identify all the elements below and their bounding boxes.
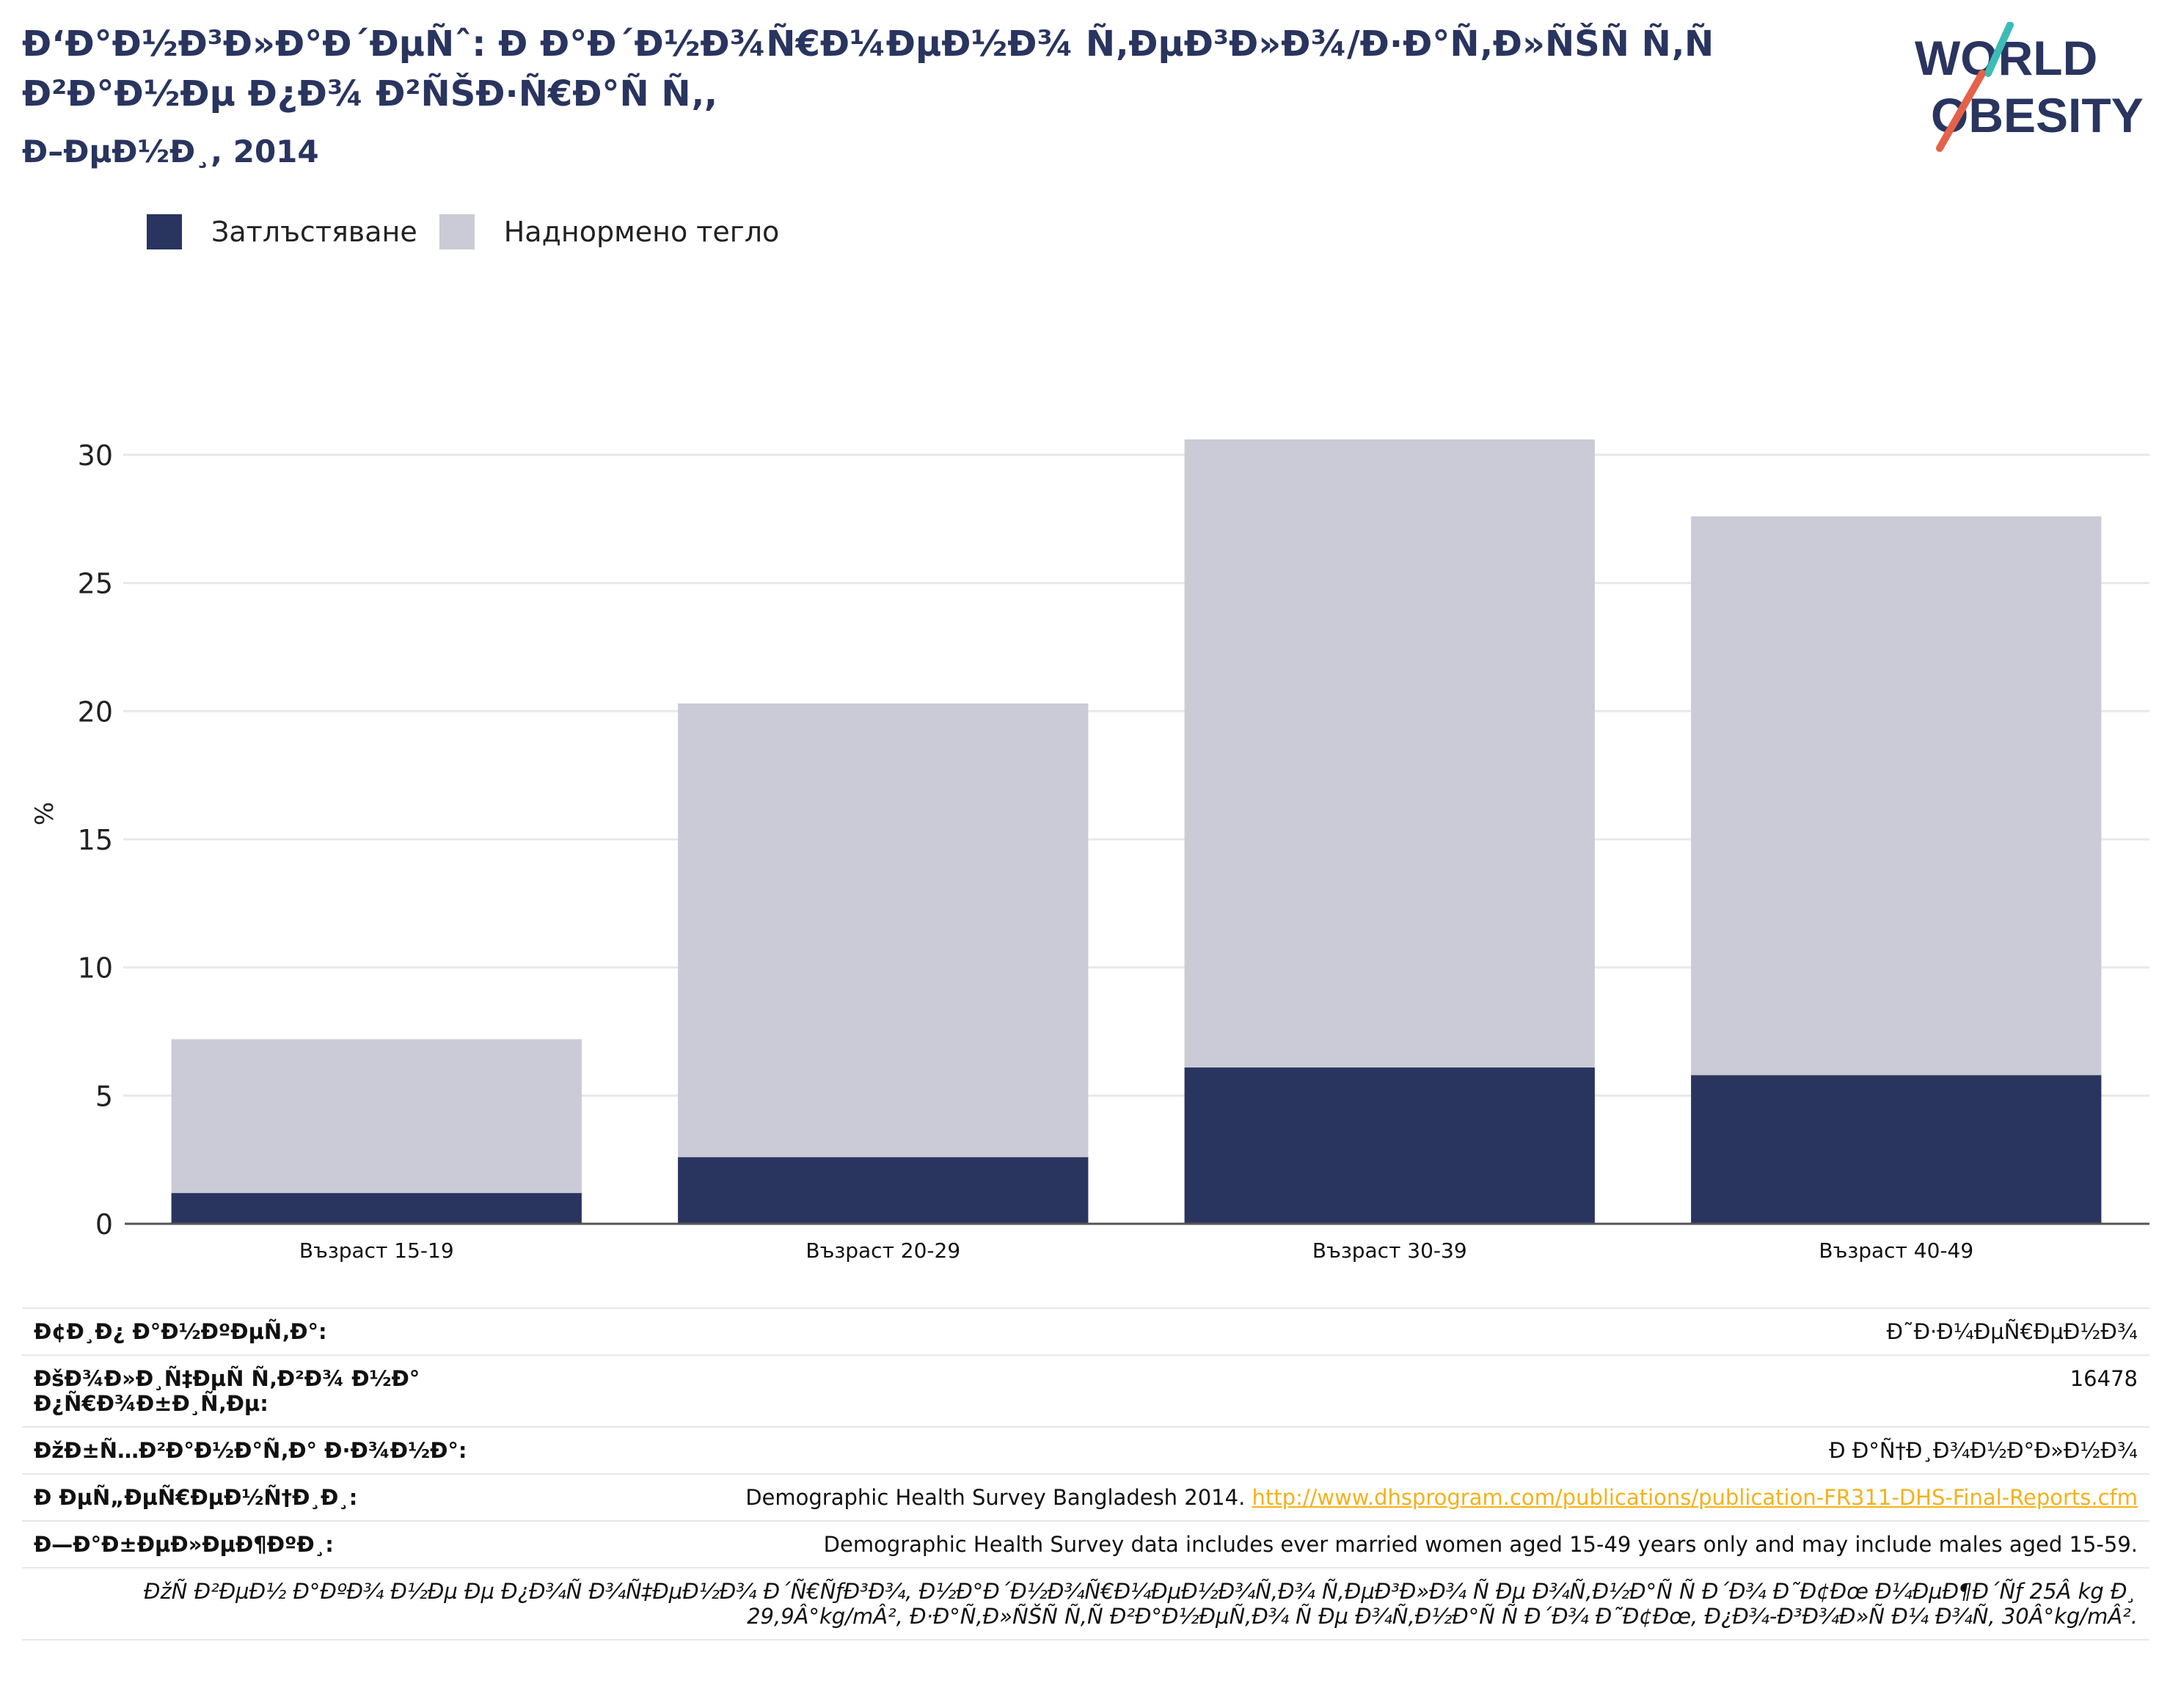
- bar-overweight: [1691, 516, 2102, 1076]
- logo-red-stroke: [1936, 70, 1986, 152]
- y-tick-label: 30: [78, 439, 113, 472]
- info-key: ÐžÐ±Ñ…Ð²Ð°Ð½Ð°Ñ‚Ð° Ð·Ð¾Ð½Ð°:: [22, 1426, 486, 1475]
- bar-overweight: [1184, 439, 1595, 1068]
- info-row: Ð ÐµÑ„ÐµÑ€ÐµÐ½Ñ†Ð¸Ð¸: Demographic Health…: [22, 1473, 2149, 1522]
- y-tick-label: 0: [95, 1208, 113, 1241]
- info-row: Ð—Ð°Ð±ÐµÐ»ÐµÐ¶ÐºÐ¸: Demographic Health S…: [22, 1520, 2149, 1569]
- legend-label-overweight: Наднормено тегло: [503, 216, 780, 248]
- legend-swatch-overweight: [439, 214, 475, 249]
- survey-info-table: Ð¢Ð¸Ð¿ Ð°Ð½ÐºÐµÑ‚Ð°: Ð˜Ð·Ð¼ÐµÑ€ÐµÐ½Ð¾ Ðš…: [22, 1307, 2149, 1641]
- y-tick-label: 5: [95, 1080, 113, 1112]
- bar-overweight: [678, 703, 1089, 1158]
- reference-link[interactable]: http://www.dhsprogram.com/publications/p…: [1252, 1485, 2138, 1510]
- info-row: Ð¢Ð¸Ð¿ Ð°Ð½ÐºÐµÑ‚Ð°: Ð˜Ð·Ð¼ÐµÑ€ÐµÐ½Ð¾: [22, 1307, 2149, 1356]
- x-tick-label: Възраст 40-49: [1819, 1238, 1973, 1263]
- y-axis-label: %: [30, 802, 59, 825]
- info-row: ÐžÐ±Ñ…Ð²Ð°Ð½Ð°Ñ‚Ð° Ð·Ð¾Ð½Ð°: Ð Ð°Ñ†Ð¸Ð¾Ð…: [22, 1426, 2149, 1475]
- y-tick-label: 10: [78, 952, 113, 985]
- info-row-footnote: ÐžÑ Ð²ÐµÐ½ Ð°ÐºÐ¾ Ð½Ðµ Ðµ Ð¿Ð¾Ñ Ð¾Ñ‡ÐµÐ½…: [22, 1567, 2149, 1641]
- legend-label-obesity: Затлъстяване: [211, 216, 417, 248]
- bar-obesity: [1184, 1067, 1595, 1224]
- bar-obesity: [1691, 1075, 2102, 1224]
- info-value: Ð Ð°Ñ†Ð¸Ð¾Ð½Ð°Ð»Ð½Ð¾: [486, 1426, 2149, 1475]
- info-key: ÐšÐ¾Ð»Ð¸Ñ‡ÐµÑ Ñ‚Ð²Ð¾ Ð½Ð° Ð¿Ñ€Ð¾Ð±Ð¸Ñ‚Ðµ…: [22, 1354, 486, 1428]
- info-value: Ð˜Ð·Ð¼ÐµÑ€ÐµÐ½Ð¾: [486, 1307, 2149, 1356]
- logo-line-obesity: OBESITY: [1931, 88, 2144, 142]
- footnote-text: ÐžÑ Ð²ÐµÐ½ Ð°ÐºÐ¾ Ð½Ðµ Ðµ Ð¿Ð¾Ñ Ð¾Ñ‡ÐµÐ½…: [22, 1567, 2149, 1641]
- info-row: ÐšÐ¾Ð»Ð¸Ñ‡ÐµÑ Ñ‚Ð²Ð¾ Ð½Ð° Ð¿Ñ€Ð¾Ð±Ð¸Ñ‚Ðµ…: [22, 1354, 2149, 1428]
- bar-obesity: [171, 1193, 582, 1224]
- stacked-bar-chart: 0 5 10 15 20 25 30% Възраст 15-19 Възраст 20-29 В…: [30, 439, 2149, 1263]
- chart-legend: Затлъстяване Наднормено тегло: [147, 214, 798, 249]
- info-value: 16478: [486, 1354, 2149, 1428]
- y-tick-label: 20: [78, 696, 113, 728]
- info-key: Ð ÐµÑ„ÐµÑ€ÐµÐ½Ñ†Ð¸Ð¸:: [22, 1473, 486, 1522]
- y-tick-label: 15: [78, 824, 113, 856]
- logo-teal-stroke: [1984, 22, 2014, 77]
- y-tick-label: 25: [78, 568, 113, 600]
- page-subtitle: Ð–ÐµÐ½Ð¸, 2014: [22, 134, 319, 169]
- world-obesity-logo: WORLD OBESITY: [1915, 22, 2144, 152]
- page-title: Ð‘Ð°Ð½Ð³Ð»Ð°Ð´ÐµÑˆ: Ð Ð°Ð´Ð½Ð¾Ñ€Ð¼ÐµÐ½Ð¾…: [22, 23, 1714, 114]
- x-tick-label: Възраст 15-19: [299, 1238, 454, 1263]
- x-tick-label: Възраст 20-29: [805, 1238, 960, 1263]
- info-value: Demographic Health Survey data includes …: [486, 1520, 2149, 1569]
- bar-obesity: [678, 1157, 1089, 1224]
- legend-swatch-obesity: [147, 214, 182, 249]
- bar-overweight: [171, 1039, 582, 1194]
- info-value-reference: Demographic Health Survey Bangladesh 201…: [486, 1473, 2149, 1522]
- reference-text: Demographic Health Survey Bangladesh 201…: [745, 1485, 1246, 1510]
- info-key: Ð¢Ð¸Ð¿ Ð°Ð½ÐºÐµÑ‚Ð°:: [22, 1307, 486, 1356]
- info-key: Ð—Ð°Ð±ÐµÐ»ÐµÐ¶ÐºÐ¸:: [22, 1520, 486, 1569]
- x-tick-label: Възраст 30-39: [1312, 1238, 1467, 1263]
